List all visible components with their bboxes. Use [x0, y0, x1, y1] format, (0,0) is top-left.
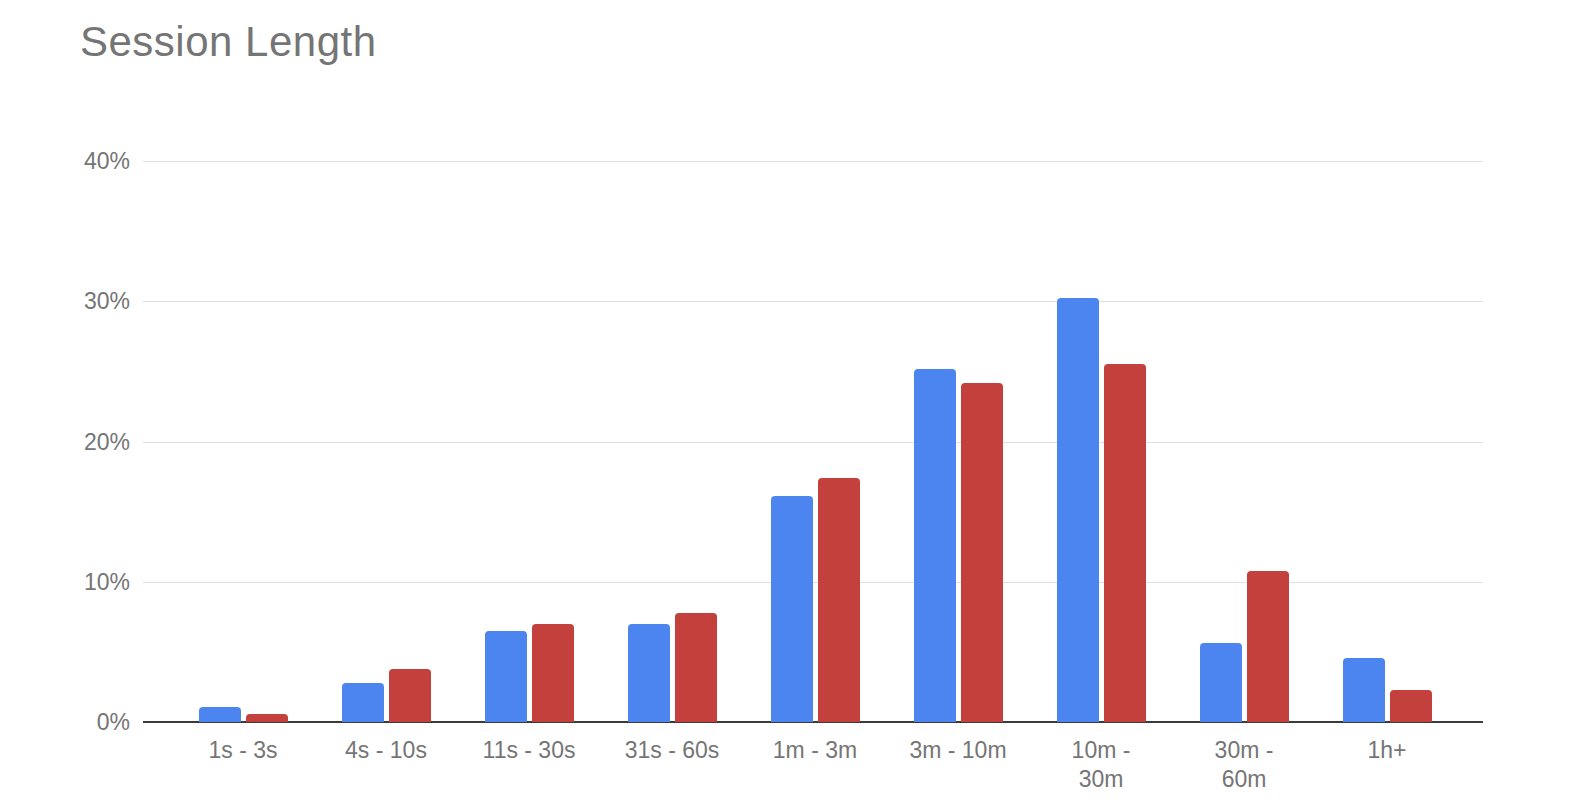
bar-group-5 [887, 369, 1030, 722]
bar-blue-7[interactable] [1200, 643, 1242, 722]
x-axis-label: 1m - 3m [744, 736, 887, 765]
session-length-chart: Session Length 0% 10% 20% 30% 40% 1s - 3s4s -… [0, 0, 1574, 810]
y-axis-label: 10% [20, 571, 130, 594]
bar-blue-2[interactable] [485, 631, 527, 722]
bar-red-2[interactable] [532, 624, 574, 722]
bar-group-3 [601, 613, 744, 722]
bar-group-1 [315, 669, 458, 722]
gridline [143, 301, 1483, 302]
bar-blue-0[interactable] [199, 707, 241, 722]
bar-group-7 [1173, 571, 1316, 722]
bar-red-7[interactable] [1247, 571, 1289, 722]
gridline [143, 442, 1483, 443]
x-axis-label: 11s - 30s [458, 736, 601, 765]
y-axis-label: 20% [20, 431, 130, 454]
x-axis-label: 1h+ [1316, 736, 1459, 765]
bar-red-5[interactable] [961, 383, 1003, 722]
bar-blue-1[interactable] [342, 683, 384, 722]
y-axis-label: 0% [20, 711, 130, 734]
bar-blue-6[interactable] [1057, 298, 1099, 722]
bar-blue-5[interactable] [914, 369, 956, 722]
bar-blue-3[interactable] [628, 624, 670, 722]
x-axis-label: 10m - 30m [1030, 736, 1173, 794]
bar-group-0 [172, 707, 315, 722]
bar-group-6 [1030, 298, 1173, 722]
y-axis-label: 40% [20, 150, 130, 173]
bar-blue-8[interactable] [1343, 658, 1385, 723]
bar-group-2 [458, 624, 601, 722]
bar-red-4[interactable] [818, 478, 860, 722]
bar-red-1[interactable] [389, 669, 431, 722]
bar-red-6[interactable] [1104, 364, 1146, 722]
chart-title: Session Length [80, 18, 377, 66]
x-axis-label: 3m - 10m [887, 736, 1030, 765]
gridline [143, 161, 1483, 162]
x-axis-label: 4s - 10s [315, 736, 458, 765]
bar-red-0[interactable] [246, 714, 288, 722]
y-axis-label: 30% [20, 290, 130, 313]
bar-group-4 [744, 478, 887, 722]
bar-red-3[interactable] [675, 613, 717, 722]
bar-group-8 [1316, 658, 1459, 723]
x-axis-label: 31s - 60s [601, 736, 744, 765]
bar-red-8[interactable] [1390, 690, 1432, 722]
bar-blue-4[interactable] [771, 496, 813, 722]
x-axis-label: 30m - 60m [1173, 736, 1316, 794]
x-axis-label: 1s - 3s [172, 736, 315, 765]
